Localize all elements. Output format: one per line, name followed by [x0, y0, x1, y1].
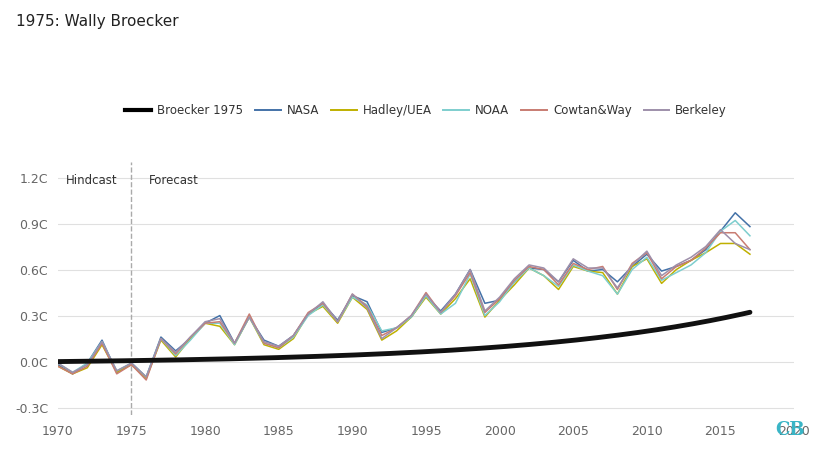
Text: 1975: Wally Broecker: 1975: Wally Broecker [16, 14, 179, 29]
Text: CB: CB [775, 421, 804, 439]
Text: Hindcast: Hindcast [66, 174, 117, 188]
Legend: Broecker 1975, NASA, Hadley/UEA, NOAA, Cowtan&Way, Berkeley: Broecker 1975, NASA, Hadley/UEA, NOAA, C… [120, 100, 732, 122]
Text: Forecast: Forecast [149, 174, 199, 188]
